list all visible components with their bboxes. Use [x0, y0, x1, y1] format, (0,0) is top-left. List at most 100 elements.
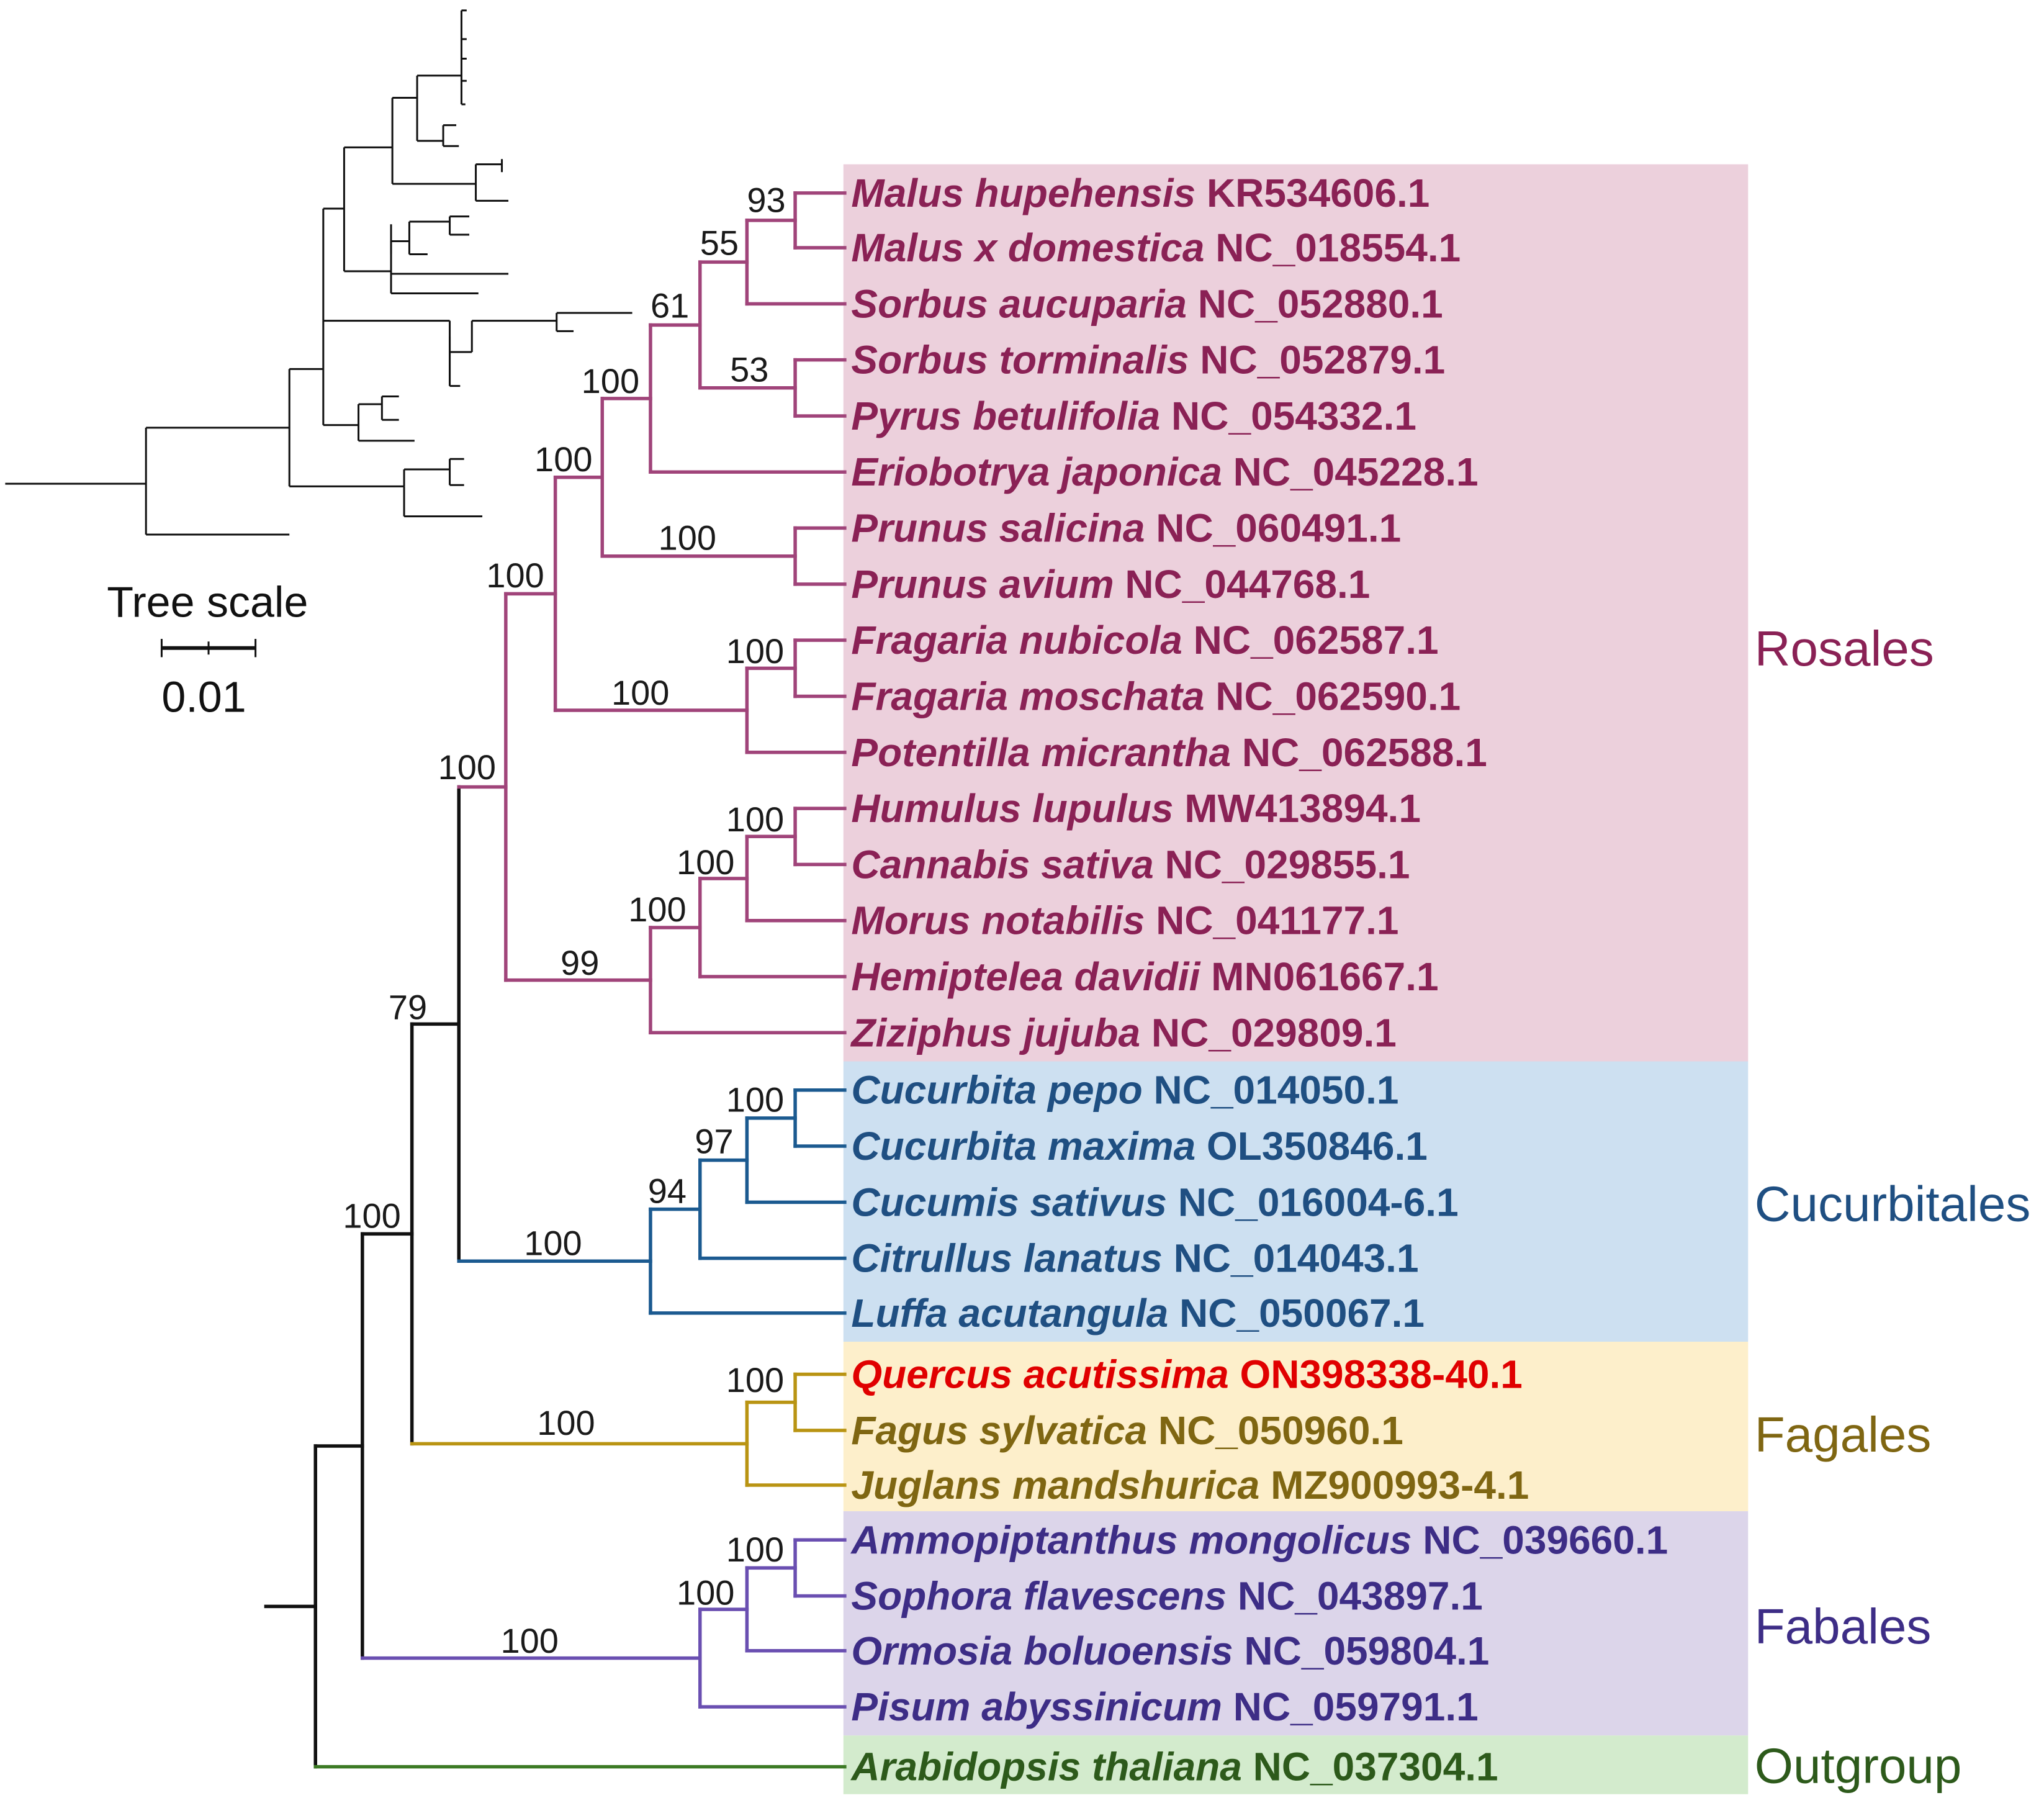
clade-box-outgroup: [843, 1735, 1749, 1794]
accession-number: NC_062587.1: [1182, 618, 1439, 662]
species-name: Sorbus torminalis: [851, 338, 1189, 382]
support-value: 100: [677, 1573, 734, 1612]
taxon-label: Cucumis sativus NC_016004-6.1: [851, 1180, 1458, 1224]
taxon-label: Sophora flavescens NC_043897.1: [851, 1574, 1482, 1619]
taxon-label: Prunus avium NC_044768.1: [851, 562, 1370, 607]
tree-branches: [264, 191, 847, 1769]
species-name: Cannabis sativa: [851, 842, 1153, 887]
species-name: Ziziphus jujuba: [850, 1010, 1140, 1055]
clade-backgrounds: [843, 164, 1749, 1794]
taxon-label: Malus hupehensis KR534606.1: [851, 171, 1429, 215]
taxon-label: Potentilla micrantha NC_062588.1: [851, 730, 1487, 775]
tree-scale-value: 0.01: [161, 673, 246, 721]
species-name: Cucurbita maxima: [851, 1124, 1195, 1168]
support-value: 100: [726, 800, 784, 839]
species-name: Sophora flavescens: [851, 1574, 1227, 1619]
tree-scale-title: Tree scale: [107, 577, 308, 626]
taxon-label: Fragaria nubicola NC_062587.1: [851, 618, 1438, 662]
clade-box-rosales: [843, 164, 1749, 1062]
support-value: 79: [389, 987, 427, 1026]
taxon-label: Ziziphus jujuba NC_029809.1: [850, 1010, 1397, 1055]
accession-number: NC_043897.1: [1227, 1574, 1483, 1619]
species-name: Malus hupehensis: [851, 171, 1195, 215]
species-name: Humulus lupulus: [851, 786, 1173, 831]
taxon-label: Fragaria moschata NC_062590.1: [851, 674, 1461, 718]
support-value: 100: [537, 1403, 595, 1442]
support-value: 97: [695, 1122, 733, 1161]
species-name: Arabidopsis thaliana: [850, 1745, 1241, 1789]
accession-number: NC_041177.1: [1145, 898, 1398, 943]
species-name: Pyrus betulifolia: [851, 394, 1160, 438]
support-value: 100: [726, 631, 784, 671]
order-label-rosales: Rosales: [1755, 621, 1934, 676]
order-label-outgroup: Outgroup: [1755, 1738, 1962, 1794]
support-value: 100: [486, 556, 544, 595]
species-name: Prunus salicina: [851, 506, 1145, 551]
order-labels: Rosales Cucurbitales Fagales Fabales Outgrou…: [1755, 621, 2031, 1794]
accession-number: NC_039660.1: [1411, 1517, 1668, 1562]
accession-number: NC_018554.1: [1204, 225, 1461, 270]
accession-number: NC_062588.1: [1231, 730, 1487, 775]
accession-number: NC_052879.1: [1189, 338, 1445, 382]
accession-number: OL350846.1: [1195, 1124, 1428, 1168]
support-value: 100: [500, 1621, 558, 1660]
taxon-label: Pyrus betulifolia NC_054332.1: [851, 394, 1416, 438]
species-name: Luffa acutangula: [851, 1291, 1168, 1335]
accession-number: NC_059791.1: [1222, 1684, 1479, 1729]
accession-number: ON398338-40.1: [1229, 1352, 1523, 1397]
support-value: 100: [659, 518, 716, 557]
taxon-label: Eriobotrya japonica NC_045228.1: [851, 450, 1478, 494]
support-value: 94: [648, 1171, 687, 1210]
species-name: Cucumis sativus: [851, 1180, 1167, 1224]
taxon-label: Arabidopsis thaliana NC_037304.1: [850, 1745, 1498, 1789]
accession-number: NC_050067.1: [1168, 1291, 1425, 1335]
tree-scale-inset: Tree scale 0.01: [5, 9, 633, 721]
support-value: 53: [730, 350, 768, 389]
taxon-label: Prunus salicina NC_060491.1: [851, 506, 1401, 551]
species-name: Fragaria moschata: [851, 674, 1204, 718]
taxon-label: Citrullus lanatus NC_014043.1: [851, 1236, 1418, 1281]
accession-number: NC_029809.1: [1140, 1010, 1397, 1055]
support-value: 100: [524, 1223, 582, 1262]
species-name: Juglans mandshurica: [851, 1463, 1259, 1507]
support-value: 100: [582, 361, 639, 400]
support-value: 99: [561, 943, 599, 982]
accession-number: NC_062590.1: [1205, 674, 1461, 718]
species-name: Pisum abyssinicum: [851, 1684, 1222, 1729]
accession-number: NC_052880.1: [1187, 281, 1443, 326]
clade-box-fabales: [843, 1511, 1749, 1736]
species-name: Cucurbita pepo: [851, 1068, 1142, 1113]
clade-box-fagales: [843, 1342, 1749, 1512]
accession-number: NC_029855.1: [1154, 842, 1410, 887]
accession-number: NC_014050.1: [1143, 1068, 1399, 1113]
order-label-fabales: Fabales: [1755, 1599, 1932, 1654]
accession-number: NC_037304.1: [1242, 1745, 1498, 1789]
accession-number: NC_059804.1: [1233, 1629, 1490, 1673]
accession-number: NC_044768.1: [1114, 562, 1371, 607]
support-value: 100: [343, 1196, 400, 1235]
species-name: Fagus sylvatica: [851, 1408, 1147, 1453]
support-value: 100: [438, 748, 496, 787]
species-name: Sorbus aucuparia: [851, 281, 1187, 326]
accession-number: NC_054332.1: [1160, 394, 1416, 438]
order-label-fagales: Fagales: [1755, 1407, 1932, 1462]
support-value: 100: [628, 890, 686, 929]
species-name: Hemiptelea davidii: [851, 954, 1200, 999]
species-name: Malus x domestica: [851, 225, 1204, 270]
support-value: 100: [677, 843, 734, 882]
taxon-labels: Malus hupehensis KR534606.1 Malus x domes…: [850, 171, 1668, 1789]
accession-number: NC_016004-6.1: [1167, 1180, 1459, 1224]
species-name: Eriobotrya japonica: [851, 450, 1222, 494]
species-name: Ormosia boluoensis: [851, 1629, 1233, 1673]
accession-number: MW413894.1: [1173, 786, 1420, 831]
taxon-label: Sorbus torminalis NC_052879.1: [851, 338, 1445, 382]
accession-number: NC_045228.1: [1222, 450, 1479, 494]
taxon-label: Ammopiptanthus mongolicus NC_039660.1: [850, 1517, 1668, 1562]
support-value: 55: [700, 224, 739, 263]
species-name: Potentilla micrantha: [851, 730, 1231, 775]
accession-number: NC_014043.1: [1163, 1236, 1419, 1281]
taxon-label: Juglans mandshurica MZ900993-4.1: [851, 1463, 1529, 1507]
accession-number: NC_060491.1: [1145, 506, 1401, 551]
